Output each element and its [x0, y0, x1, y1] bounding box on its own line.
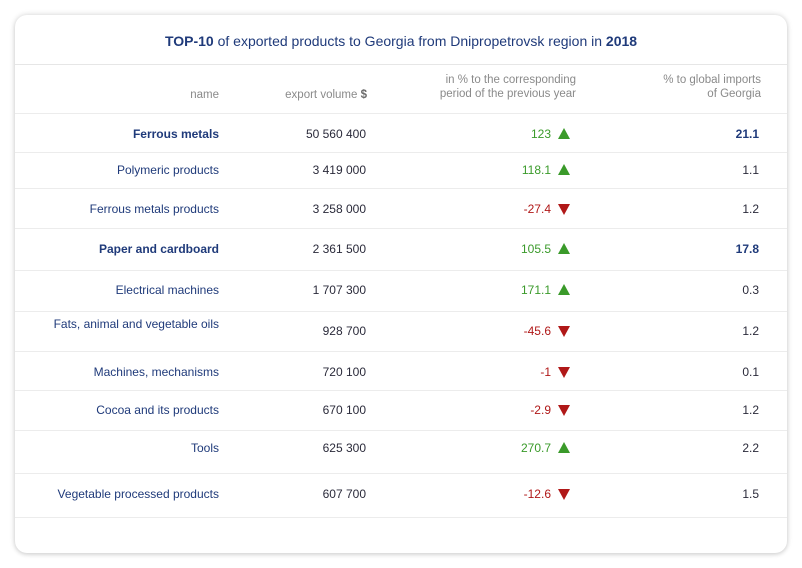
export-volume: 928 700 — [322, 324, 366, 338]
global-import-share: 1.2 — [742, 202, 759, 216]
product-name: Ferrous metals — [132, 127, 219, 141]
product-name: Cocoa and its products — [96, 403, 219, 417]
product-name: Paper and cardboard — [98, 242, 219, 256]
export-volume: 625 300 — [322, 441, 366, 455]
header-global-line1: % to global imports — [663, 74, 761, 86]
header-export-volume: export volume $ — [285, 88, 367, 102]
global-import-share: 1.5 — [742, 487, 759, 501]
export-volume: 720 100 — [322, 365, 366, 379]
triangle-down-icon — [558, 404, 570, 416]
table-row: Polymeric products 3 419 000 118.1 1.1 — [15, 151, 787, 189]
table-row: Electrical machines 1 707 300 171.1 0.3 — [15, 270, 787, 312]
table-header: name export volume $ in % to the corresp… — [15, 64, 787, 114]
global-import-share: 1.2 — [742, 324, 759, 338]
product-name: Polymeric products — [116, 163, 219, 177]
table-row: Cocoa and its products 670 100 -2.9 1.2 — [15, 390, 787, 431]
global-import-share: 1.2 — [742, 403, 759, 417]
table-row: Vegetable processed products 607 700 -12.6… — [15, 473, 787, 518]
global-import-share: 0.1 — [742, 365, 759, 379]
product-name: Vegetable processed products — [57, 487, 219, 501]
pct-change: 270.7 — [520, 441, 551, 455]
export-volume: 50 560 400 — [305, 127, 366, 141]
product-name: Machines, mechanisms — [93, 365, 219, 379]
pct-change: 123 — [530, 127, 551, 141]
header-global-imports: % to global imports of Georgia — [663, 73, 761, 101]
title-year: 2018 — [605, 33, 638, 49]
pct-change: -12.6 — [523, 487, 551, 501]
header-pct-line1: in % to the corresponding — [445, 74, 576, 86]
export-volume: 670 100 — [322, 403, 366, 417]
triangle-down-icon — [558, 366, 570, 378]
header-name: name — [190, 89, 219, 101]
header-global-line2: of Georgia — [707, 88, 761, 100]
global-import-share: 2.2 — [742, 441, 759, 455]
pct-change: 105.5 — [520, 242, 551, 256]
header-pct-previous: in % to the corresponding period of the p… — [440, 73, 576, 101]
table-row: Fats, animal and vegetable oils 928 700 -4… — [15, 311, 787, 352]
triangle-down-icon — [558, 488, 570, 500]
table-card: TOP-10 of exported products to Georgia f… — [15, 15, 787, 553]
pct-change: -1 — [540, 365, 551, 379]
title-prefix: TOP-10 — [164, 33, 214, 49]
table-row: Paper and cardboard 2 361 500 105.5 17.8 — [15, 228, 787, 271]
pct-change: 171.1 — [520, 283, 551, 297]
triangle-up-icon — [558, 243, 570, 255]
title-middle: of exported products to Georgia from Dni… — [213, 33, 606, 49]
export-volume: 2 361 500 — [312, 242, 366, 256]
triangle-up-icon — [558, 164, 570, 176]
pct-change: -27.4 — [523, 202, 551, 216]
triangle-up-icon — [558, 442, 570, 454]
triangle-up-icon — [558, 128, 570, 140]
product-name: Tools — [190, 441, 219, 455]
export-volume: 3 419 000 — [312, 163, 366, 177]
product-name: Electrical machines — [115, 283, 219, 297]
table-row: Machines, mechanisms 720 100 -1 0.1 — [15, 351, 787, 391]
product-name: Ferrous metals products — [89, 202, 219, 216]
global-import-share: 0.3 — [742, 283, 759, 297]
pct-change: -45.6 — [523, 324, 551, 338]
product-name: Fats, animal and vegetable oils — [53, 317, 219, 331]
pct-change: 118.1 — [521, 163, 551, 177]
table-title: TOP-10 of exported products to Georgia f… — [15, 33, 787, 49]
pct-change: -2.9 — [530, 403, 551, 417]
global-import-share: 17.8 — [735, 242, 759, 256]
triangle-down-icon — [558, 325, 570, 337]
triangle-down-icon — [558, 203, 570, 215]
export-volume: 1 707 300 — [312, 283, 366, 297]
table-row: Ferrous metals 50 560 400 123 21.1 — [15, 113, 787, 153]
global-import-share: 1.1 — [742, 163, 759, 177]
header-pct-line2: period of the previous year — [439, 88, 576, 100]
header-export-volume-unit: $ — [360, 89, 367, 101]
global-import-share: 21.1 — [735, 127, 759, 141]
triangle-up-icon — [558, 284, 570, 296]
table-row: Tools 625 300 270.7 2.2 — [15, 430, 787, 474]
table-row: Ferrous metals products 3 258 000 -27.4 1.2 — [15, 188, 787, 229]
export-volume: 607 700 — [322, 487, 366, 501]
header-export-volume-text: export volume — [285, 89, 361, 101]
export-volume: 3 258 000 — [312, 202, 366, 216]
